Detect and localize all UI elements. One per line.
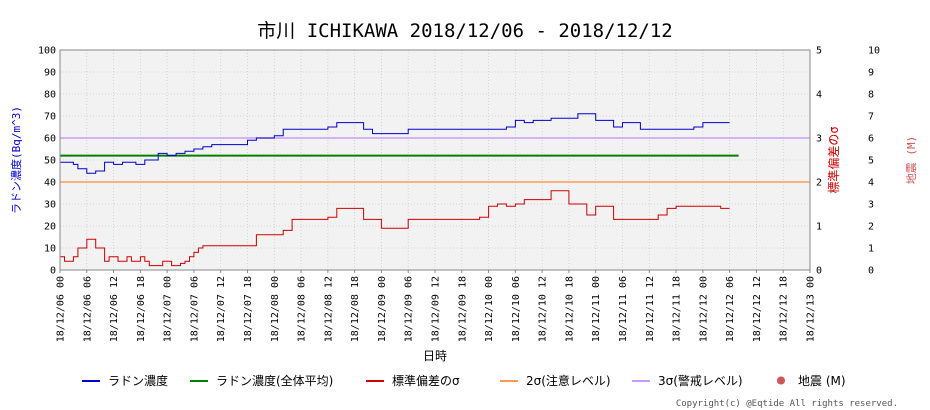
x-tick-label: 18/12/06 06 <box>82 276 93 342</box>
series-line-2 <box>60 190 730 267</box>
legend-label: 3σ(警戒レベル) <box>658 373 743 388</box>
x-tick-label: 18/12/08 00 <box>270 276 281 342</box>
y-tick-left-label: 40 <box>44 178 56 189</box>
y-tick-right-magnitude-label: 5 <box>868 156 874 167</box>
y-axis-right-sigma-label: 標準偏差のσ <box>826 126 841 193</box>
y-tick-right-magnitude-label: 10 <box>868 46 880 57</box>
y-tick-left-label: 10 <box>44 244 56 255</box>
x-tick-label: 18/12/11 12 <box>645 276 656 342</box>
x-axis-label: 日時 <box>423 349 447 363</box>
y-tick-right-sigma-label: 4 <box>816 90 822 101</box>
y-tick-right-sigma-label: 5 <box>816 46 822 57</box>
x-tick-label: 18/12/10 00 <box>484 276 495 342</box>
y-tick-right-sigma-label: 2 <box>816 178 822 189</box>
y-tick-left-label: 100 <box>38 46 56 57</box>
x-tick-label: 18/12/11 00 <box>591 276 602 342</box>
series-layer <box>60 113 810 267</box>
x-tick-label: 18/12/07 12 <box>216 276 227 342</box>
x-tick-label: 18/12/09 12 <box>431 276 442 342</box>
x-tick-label: 18/12/07 00 <box>163 276 174 342</box>
x-tick-label: 18/12/08 12 <box>323 276 334 342</box>
y-axis-left: 0 10 20 30 40 50 60 70 80 90 100 <box>38 46 56 277</box>
x-tick-label: 18/12/12 06 <box>725 276 736 342</box>
y-tick-right-sigma-label: 1 <box>816 222 822 233</box>
y-axis-left-label: ラドン濃度(Bq/m^3) <box>9 106 23 214</box>
y-tick-left-label: 70 <box>44 112 56 123</box>
y-tick-left-label: 80 <box>44 90 56 101</box>
legend-label: 標準偏差のσ <box>392 373 460 388</box>
x-tick-label: 18/12/12 18 <box>779 276 790 342</box>
x-tick-label: 18/12/08 18 <box>350 276 361 342</box>
chart-title: 市川 ICHIKAWA 2018/12/06 - 2018/12/12 <box>257 20 673 42</box>
x-tick-label: 18/12/09 06 <box>404 276 415 342</box>
x-tick-label: 18/12/08 06 <box>297 276 308 342</box>
y-tick-right-magnitude-label: 1 <box>868 244 874 255</box>
y-tick-left-label: 30 <box>44 200 56 211</box>
x-tick-label: 18/12/10 12 <box>538 276 549 342</box>
y-tick-right-magnitude-label: 9 <box>868 68 874 79</box>
y-tick-right-magnitude-label: 0 <box>868 266 874 277</box>
legend: ラドン濃度 ラドン濃度(全体平均) 標準偏差のσ 2σ(注意レベル) 3σ(警戒レベル)… <box>82 373 846 388</box>
y-tick-right-sigma-label: 0 <box>816 266 822 277</box>
x-tick-label: 18/12/11 06 <box>618 276 629 342</box>
x-tick-label: 18/12/13 00 <box>806 276 817 342</box>
y-axis-right-sigma: 0 1 2 3 4 5 <box>816 46 822 277</box>
copyright-text: Copyright(c) @Eqtide All rights reserved… <box>676 399 898 409</box>
y-tick-right-magnitude-label: 3 <box>868 200 874 211</box>
y-tick-right-magnitude-label: 6 <box>868 134 874 145</box>
x-tick-label: 18/12/07 18 <box>243 276 254 342</box>
y-tick-right-sigma-label: 3 <box>816 134 822 145</box>
y-tick-left-label: 60 <box>44 134 56 145</box>
legend-label: ラドン濃度 <box>108 373 168 388</box>
y-tick-left-label: 90 <box>44 68 56 79</box>
x-tick-label: 18/12/11 18 <box>672 276 683 342</box>
y-tick-right-magnitude-label: 7 <box>868 112 874 123</box>
y-tick-left-label: 0 <box>50 266 56 277</box>
legend-marker <box>777 376 785 385</box>
x-tick-label: 18/12/09 00 <box>377 276 388 342</box>
y-tick-right-magnitude-label: 4 <box>868 178 874 189</box>
x-tick-label: 18/12/10 06 <box>511 276 522 342</box>
x-tick-label: 18/12/12 00 <box>698 276 709 342</box>
x-tick-label: 18/12/10 18 <box>564 276 575 342</box>
y-tick-left-label: 50 <box>44 156 56 167</box>
x-tick-label: 18/12/06 12 <box>109 276 120 342</box>
x-axis: 18/12/06 00 18/12/06 06 18/12/06 12 18/12/0… <box>56 270 817 342</box>
y-axis-right-magnitude-label: 地震 (M) <box>905 136 918 185</box>
y-axis-right-magnitude: 0 1 2 3 4 5 6 7 8 9 10 <box>868 46 880 277</box>
y-tick-right-magnitude-label: 8 <box>868 90 874 101</box>
x-tick-label: 18/12/12 12 <box>752 276 763 342</box>
x-tick-label: 18/12/09 18 <box>457 276 468 342</box>
y-tick-right-magnitude-label: 2 <box>868 222 874 233</box>
x-tick-label: 18/12/06 00 <box>56 276 67 342</box>
legend-label: ラドン濃度(全体平均) <box>216 373 333 388</box>
x-tick-label: 18/12/07 06 <box>189 276 200 342</box>
y-tick-left-label: 20 <box>44 222 56 233</box>
legend-label: 2σ(注意レベル) <box>526 373 611 388</box>
series-line-0 <box>60 113 730 174</box>
legend-label: 地震 (M) <box>798 374 846 388</box>
x-tick-label: 18/12/06 18 <box>136 276 147 342</box>
